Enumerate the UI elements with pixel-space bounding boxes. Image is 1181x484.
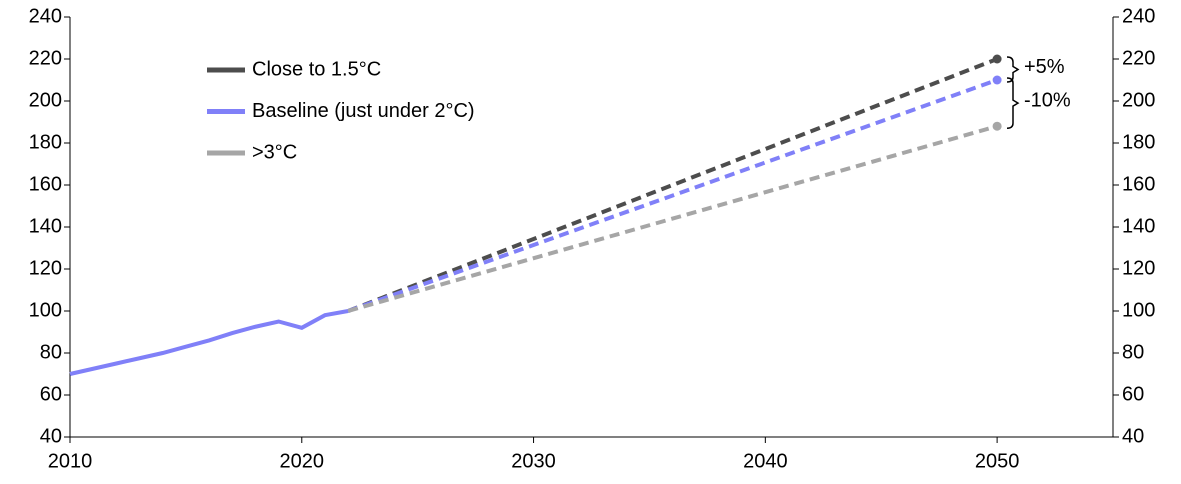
y-tick-label: 40 — [40, 425, 62, 447]
annotation: -10% — [1024, 89, 1071, 111]
y-tick-label: 60 — [40, 383, 62, 405]
y-tick-label: 240 — [29, 5, 62, 27]
y-tick-label: 220 — [29, 47, 62, 69]
y2-tick-label: 40 — [1122, 425, 1144, 447]
y-tick-label: 100 — [29, 299, 62, 321]
x-tick-label: 2040 — [743, 450, 788, 472]
y2-tick-label: 100 — [1122, 299, 1155, 321]
annotation: +5% — [1024, 56, 1065, 78]
y2-tick-label: 60 — [1122, 383, 1144, 405]
legend-label: Baseline (just under 2°C) — [252, 100, 475, 122]
end-marker — [992, 75, 1002, 85]
x-tick-label: 2050 — [975, 450, 1020, 472]
projection-line — [347, 78, 998, 313]
y2-tick-label: 140 — [1122, 215, 1155, 237]
y-tick-label: 200 — [29, 89, 62, 111]
x-tick-label: 2010 — [48, 450, 93, 472]
bracket — [1006, 77, 1020, 129]
y-tick-label: 180 — [29, 131, 62, 153]
y-tick-label: 120 — [29, 257, 62, 279]
bracket — [1006, 56, 1020, 83]
y2-tick-label: 120 — [1122, 257, 1155, 279]
y2-tick-label: 240 — [1122, 5, 1155, 27]
y-tick-label: 140 — [29, 215, 62, 237]
legend-label: Close to 1.5°C — [252, 58, 381, 80]
y2-tick-label: 80 — [1122, 341, 1144, 363]
end-marker — [992, 54, 1002, 64]
y2-tick-label: 200 — [1122, 89, 1155, 111]
x-tick-label: 2020 — [280, 450, 325, 472]
projection-line — [347, 124, 998, 313]
history-line — [69, 309, 349, 376]
y2-tick-label: 180 — [1122, 131, 1155, 153]
legend-label: >3°C — [252, 141, 297, 163]
end-marker — [992, 121, 1002, 131]
y2-tick-label: 160 — [1122, 173, 1155, 195]
projection-line — [347, 57, 998, 313]
x-tick-label: 2030 — [511, 450, 556, 472]
y-tick-label: 80 — [40, 341, 62, 363]
y2-tick-label: 220 — [1122, 47, 1155, 69]
y-tick-label: 160 — [29, 173, 62, 195]
